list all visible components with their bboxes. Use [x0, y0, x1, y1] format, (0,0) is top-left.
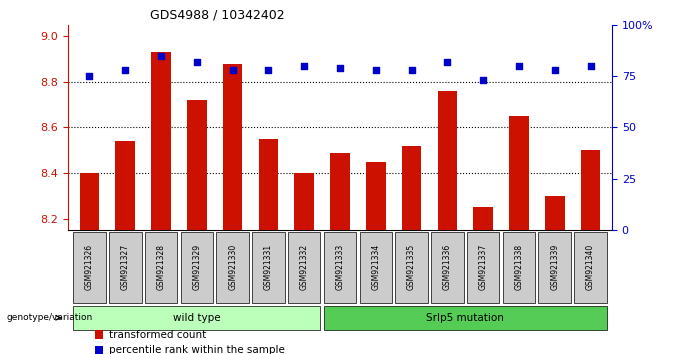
Text: genotype/variation: genotype/variation	[7, 313, 93, 322]
Text: GSM921331: GSM921331	[264, 244, 273, 290]
Text: GSM921327: GSM921327	[121, 244, 130, 290]
Text: GSM921326: GSM921326	[85, 244, 94, 290]
Text: GSM921340: GSM921340	[586, 244, 595, 290]
Bar	[509, 116, 529, 230]
FancyBboxPatch shape	[574, 232, 607, 303]
Bar	[294, 173, 314, 230]
Point	[84, 73, 95, 79]
Point	[263, 67, 274, 73]
Text: GSM921336: GSM921336	[443, 244, 452, 290]
Bar	[151, 52, 171, 230]
Bar	[330, 153, 350, 230]
Text: wild type: wild type	[173, 313, 220, 323]
Point	[120, 67, 131, 73]
Text: GSM921335: GSM921335	[407, 244, 416, 290]
Text: Srlp5 mutation: Srlp5 mutation	[426, 313, 504, 323]
FancyBboxPatch shape	[145, 232, 177, 303]
FancyBboxPatch shape	[467, 232, 499, 303]
FancyBboxPatch shape	[73, 232, 106, 303]
FancyBboxPatch shape	[181, 232, 213, 303]
Text: transformed count: transformed count	[109, 330, 206, 339]
Text: percentile rank within the sample: percentile rank within the sample	[109, 346, 285, 354]
FancyBboxPatch shape	[73, 306, 320, 330]
Point	[406, 67, 417, 73]
Point	[513, 63, 524, 69]
Text: GSM921334: GSM921334	[371, 244, 380, 290]
Text: GSM921337: GSM921337	[479, 244, 488, 290]
Bar	[116, 141, 135, 230]
Text: GDS4988 / 10342402: GDS4988 / 10342402	[150, 8, 284, 21]
Bar	[80, 173, 99, 230]
Bar	[223, 64, 243, 230]
Point	[585, 63, 596, 69]
Point	[227, 67, 238, 73]
Bar	[187, 100, 207, 230]
Point	[478, 78, 489, 83]
FancyBboxPatch shape	[252, 232, 285, 303]
FancyBboxPatch shape	[324, 232, 356, 303]
FancyBboxPatch shape	[216, 232, 249, 303]
Point	[371, 67, 381, 73]
FancyBboxPatch shape	[431, 232, 464, 303]
FancyBboxPatch shape	[539, 232, 571, 303]
FancyBboxPatch shape	[395, 232, 428, 303]
FancyBboxPatch shape	[288, 232, 320, 303]
Point	[549, 67, 560, 73]
Bar	[402, 146, 422, 230]
Point	[335, 65, 345, 71]
Text: GSM921329: GSM921329	[192, 244, 201, 290]
Text: GSM921330: GSM921330	[228, 244, 237, 290]
Text: GSM921328: GSM921328	[156, 244, 165, 290]
Bar	[258, 139, 278, 230]
Point	[191, 59, 202, 64]
Point	[156, 53, 167, 58]
Text: GSM921333: GSM921333	[335, 244, 345, 290]
Bar	[581, 150, 600, 230]
Text: GSM921338: GSM921338	[515, 244, 524, 290]
Bar	[473, 207, 493, 230]
Bar	[437, 91, 457, 230]
Bar	[366, 162, 386, 230]
Text: GSM921339: GSM921339	[550, 244, 559, 290]
Text: GSM921332: GSM921332	[300, 244, 309, 290]
Point	[299, 63, 309, 69]
Point	[442, 59, 453, 64]
FancyBboxPatch shape	[360, 232, 392, 303]
Bar	[545, 196, 564, 230]
FancyBboxPatch shape	[503, 232, 535, 303]
FancyBboxPatch shape	[324, 306, 607, 330]
FancyBboxPatch shape	[109, 232, 141, 303]
